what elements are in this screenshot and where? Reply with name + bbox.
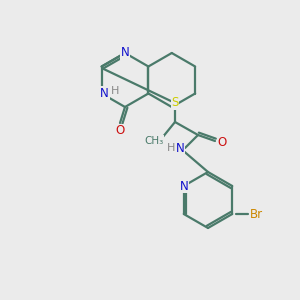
Text: N: N	[100, 87, 109, 100]
Text: H: H	[167, 143, 175, 153]
Text: N: N	[179, 179, 188, 193]
Text: O: O	[116, 124, 124, 137]
Text: H: H	[110, 86, 119, 97]
Text: N: N	[121, 46, 129, 59]
Text: CH₃: CH₃	[144, 136, 164, 146]
Text: S: S	[171, 97, 179, 110]
Text: Br: Br	[250, 208, 263, 220]
Text: O: O	[218, 136, 226, 149]
Text: N: N	[176, 142, 184, 154]
